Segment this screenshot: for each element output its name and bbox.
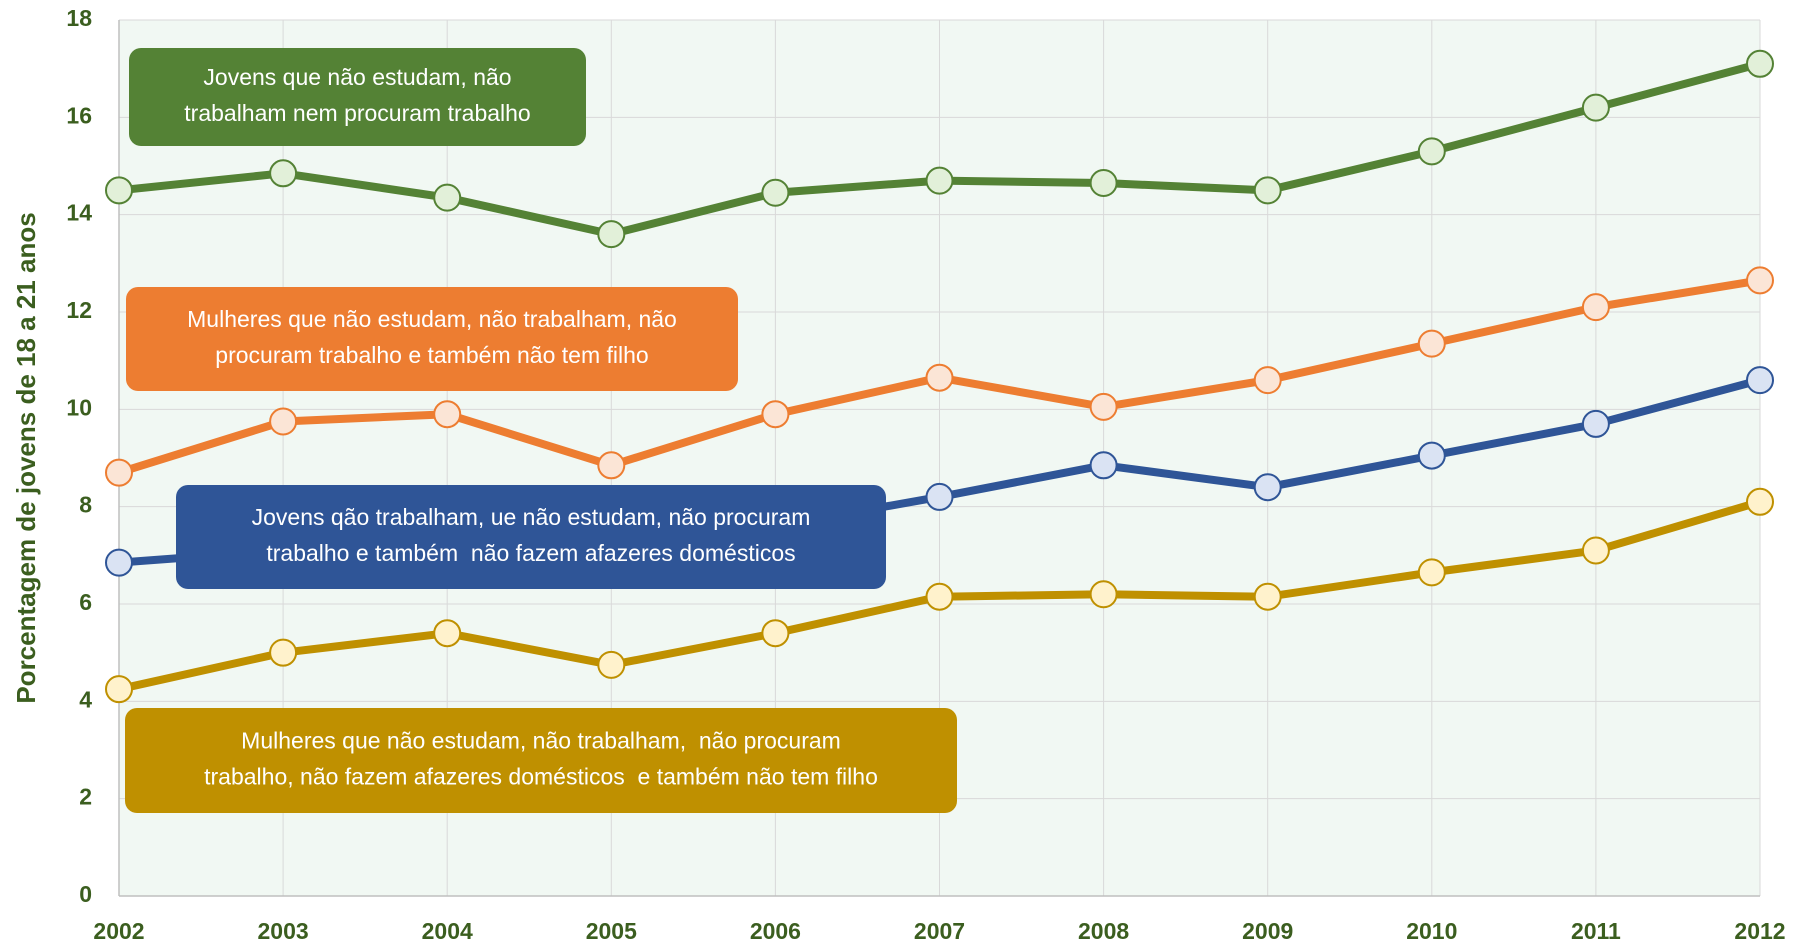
- marker: [925, 166, 954, 195]
- y-tick-label: 18: [66, 5, 92, 31]
- annotation-box: [176, 485, 886, 589]
- marker: [1417, 137, 1446, 166]
- x-tick-label: 2010: [1406, 918, 1457, 943]
- x-tick-label: 2004: [422, 918, 473, 943]
- y-tick-label: 6: [79, 589, 92, 615]
- marker: [1089, 451, 1118, 480]
- marker: [597, 451, 626, 480]
- marker: [1417, 558, 1446, 587]
- x-tick-label: 2009: [1242, 918, 1293, 943]
- marker: [1746, 266, 1774, 295]
- marker: [1089, 392, 1118, 421]
- marker: [1089, 169, 1118, 198]
- x-tick-label: 2005: [586, 918, 637, 943]
- y-tick-label: 10: [66, 394, 92, 420]
- y-tick-label: 8: [79, 492, 92, 518]
- marker: [1417, 441, 1446, 470]
- marker: [1253, 176, 1282, 205]
- marker: [925, 582, 954, 611]
- annotation-text: procuram trabalho e também não tem filho: [215, 342, 648, 368]
- marker: [269, 407, 298, 436]
- marker: [925, 363, 954, 392]
- annotation-text: trabalho, não fazem afazeres domésticos …: [204, 764, 878, 790]
- y-tick-label: 16: [66, 102, 92, 128]
- annotation-text: Mulheres que não estudam, não trabalham,…: [241, 728, 841, 754]
- y-axis-title: Porcentagem de jovens de 18 a 21 anos: [11, 212, 41, 703]
- x-tick-label: 2011: [1571, 918, 1621, 943]
- marker: [1746, 366, 1774, 395]
- annotation-box: [126, 287, 738, 391]
- x-tick-label: 2007: [914, 918, 965, 943]
- y-tick-label: 2: [79, 784, 92, 810]
- x-tick-label: 2008: [1078, 918, 1129, 943]
- marker: [433, 619, 462, 648]
- x-tick-label: 2003: [258, 918, 309, 943]
- annotation-text: Jovens que não estudam, não: [203, 64, 511, 90]
- marker: [597, 650, 626, 679]
- annotation-text: trabalho e também não fazem afazeres dom…: [266, 540, 795, 566]
- marker: [925, 482, 954, 511]
- marker: [105, 458, 133, 487]
- marker: [1581, 409, 1610, 438]
- marker: [761, 400, 790, 429]
- x-tick-label: 2012: [1734, 918, 1785, 943]
- marker: [761, 619, 790, 648]
- y-tick-label: 0: [79, 881, 92, 907]
- marker: [1746, 49, 1774, 78]
- marker: [1253, 366, 1282, 395]
- marker: [105, 176, 133, 205]
- marker: [105, 675, 133, 704]
- marker: [1581, 293, 1610, 322]
- x-tick-label: 2002: [93, 918, 144, 943]
- marker: [1253, 473, 1282, 502]
- marker: [433, 183, 462, 212]
- marker: [761, 178, 790, 207]
- annotation-text: Mulheres que não estudam, não trabalham,…: [187, 306, 677, 332]
- marker: [1581, 536, 1610, 565]
- marker: [1746, 487, 1774, 516]
- annotation-text: Jovens qão trabalham, ue não estudam, nã…: [252, 504, 811, 530]
- y-tick-label: 14: [66, 200, 92, 226]
- marker: [433, 400, 462, 429]
- marker: [269, 159, 298, 188]
- annotation-text: trabalham nem procuram trabalho: [184, 100, 530, 126]
- x-tick-label: 2006: [750, 918, 801, 943]
- annotation-box: [129, 48, 586, 146]
- annotation-box: [125, 708, 957, 813]
- y-tick-label: 12: [66, 297, 92, 323]
- marker: [1581, 93, 1610, 122]
- marker: [597, 220, 626, 249]
- marker: [1253, 582, 1282, 611]
- marker: [105, 548, 133, 577]
- y-tick-label: 4: [79, 686, 92, 712]
- marker: [1089, 580, 1118, 609]
- marker: [269, 638, 298, 667]
- marker: [1417, 329, 1446, 358]
